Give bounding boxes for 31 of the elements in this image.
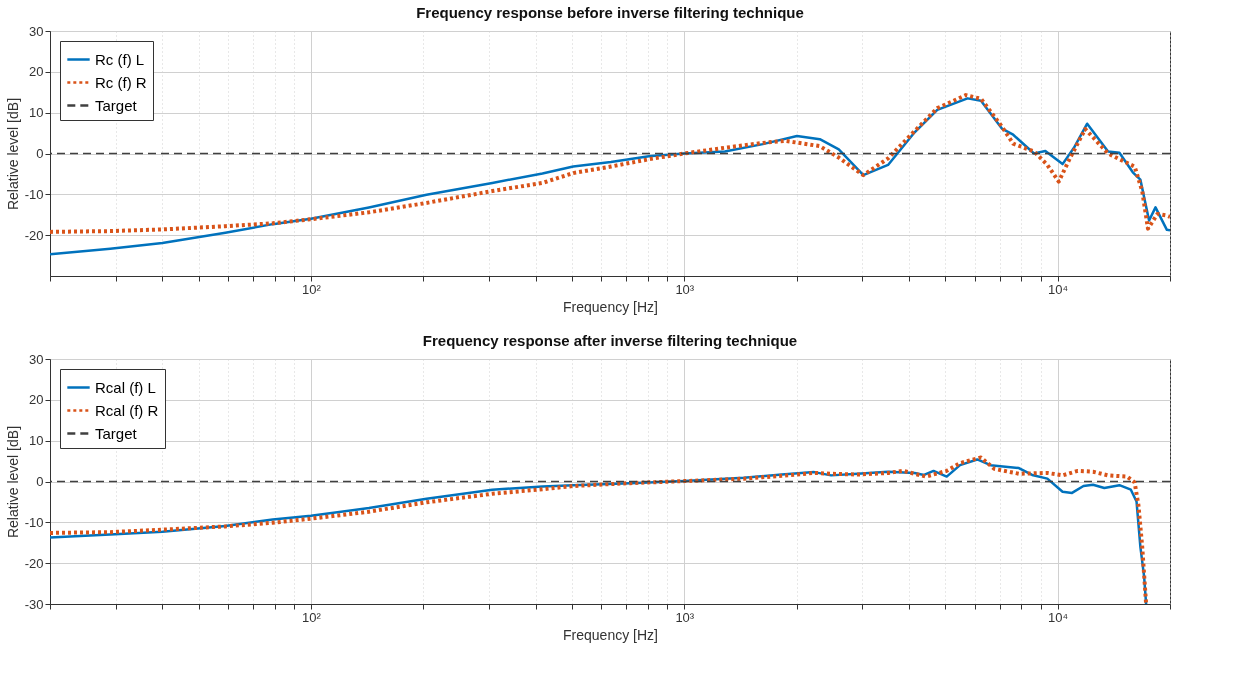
chart-title: Frequency response after inverse filtering technique [422, 332, 798, 349]
legend-label: Rc (f) L [95, 50, 145, 68]
y-tick-label: -30 [24, 596, 44, 612]
x-tick-label: 10⁴ [1048, 281, 1069, 297]
y-axis-title: Relative level [dB] [4, 97, 21, 211]
x-tick-label: 10² [302, 281, 322, 297]
chart-title: Frequency response before inverse filtering technique [416, 4, 804, 21]
x-tick-label: 10³ [675, 609, 695, 625]
x-axis-title: Frequency [Hz] [563, 298, 658, 315]
legend-label: Target [95, 424, 138, 442]
y-tick-label: -20 [24, 227, 44, 243]
legend-label: Rcal (f) R [95, 401, 159, 419]
x-tick-label: 10⁴ [1048, 609, 1069, 625]
y-tick-label: 20 [29, 64, 44, 80]
y-tick-label: 10 [29, 105, 44, 121]
legend-label: Target [95, 96, 138, 114]
x-tick-label: 10² [302, 609, 322, 625]
legend-label: Rcal (f) L [95, 378, 156, 396]
y-tick-label: -10 [24, 514, 44, 530]
y-tick-label: 0 [36, 146, 44, 161]
x-axis-title: Frequency [Hz] [563, 626, 658, 643]
x-tick-label: 10³ [675, 281, 695, 297]
y-tick-label: 10 [29, 433, 44, 449]
y-tick-label: 20 [29, 392, 44, 408]
y-tick-label: -10 [24, 186, 44, 202]
y-axis-title: Relative level [dB] [4, 425, 21, 539]
legend-label: Rc (f) R [95, 73, 147, 91]
y-tick-label: -20 [24, 555, 44, 571]
y-tick-label: 30 [29, 23, 44, 39]
y-tick-label: 0 [36, 474, 44, 489]
y-tick-label: 30 [29, 351, 44, 367]
